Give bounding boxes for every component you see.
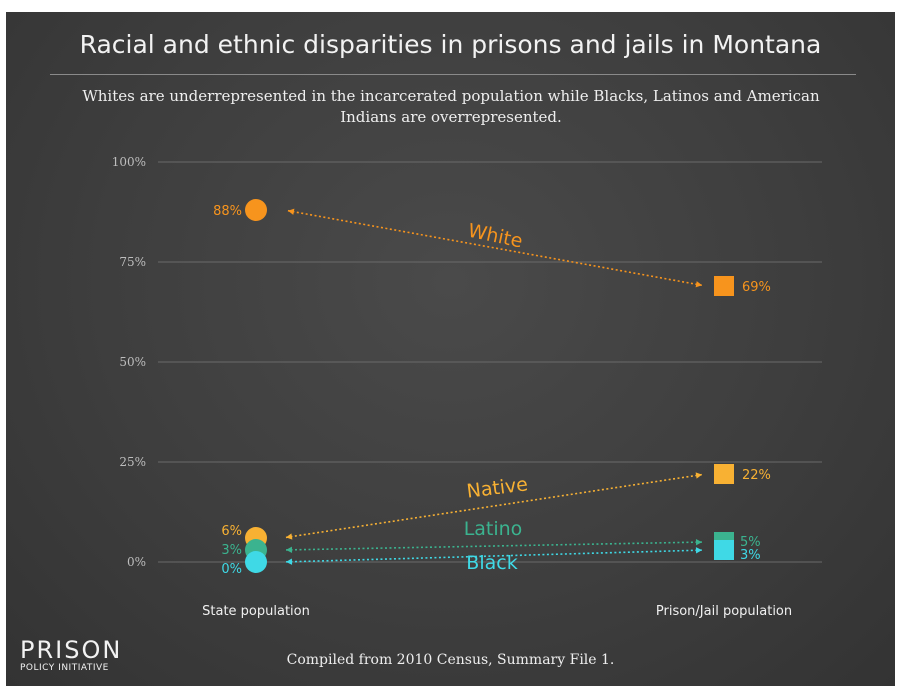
connector-latino	[285, 538, 703, 554]
y-tick-label-50: 50%	[119, 355, 146, 369]
connector-native-arrowhead-left	[285, 533, 293, 540]
state-value-label-native: 6%	[221, 524, 242, 539]
connector-black	[285, 547, 703, 565]
state-value-label-white: 88%	[213, 204, 242, 219]
y-axis-ticks: 100% 75% 50% 25% 0%	[112, 155, 146, 569]
state-point-white	[245, 199, 267, 221]
prison-point-white	[714, 276, 734, 296]
state-value-label-black: 0%	[221, 562, 242, 577]
prison-value-label-white: 69%	[742, 280, 771, 295]
title-divider	[50, 74, 856, 75]
prison-value-label-latino: 5%	[740, 535, 761, 550]
grid-lines	[158, 161, 822, 563]
connector-lines	[285, 208, 703, 565]
state-value-label-latino: 3%	[221, 543, 242, 558]
series-name-black: Black	[466, 552, 517, 574]
connector-native	[285, 472, 703, 540]
chart-title: Racial and ethnic disparities in prisons…	[79, 30, 822, 59]
connector-latino-line	[285, 541, 703, 551]
chart-frame: Racial and ethnic disparities in prisons…	[6, 12, 895, 686]
connector-latino-arrowhead-left	[285, 546, 293, 554]
state-point-black	[245, 551, 267, 573]
data-labels: 88%69%White6%22%Native3%5%Latino0%3%Blac…	[213, 204, 771, 577]
connector-white-line	[287, 209, 703, 287]
connector-native-arrowhead-right	[695, 472, 703, 479]
chart-plot: 100% 75% 50% 25% 0% 88% 69% White 6% 22% Native 3%…	[112, 155, 822, 619]
data-marks	[245, 199, 734, 573]
series-name-latino: Latino	[464, 518, 523, 540]
connector-black-line	[285, 549, 703, 563]
prison-value-label-black: 3%	[740, 548, 761, 563]
series-name-native: Native	[465, 473, 529, 502]
logo-line-2: POLICY INITIATIVE	[20, 663, 109, 673]
connector-white-arrowhead-left	[287, 208, 295, 215]
prison-point-black	[714, 540, 734, 560]
y-tick-label-75: 75%	[119, 255, 146, 269]
connector-latino-arrowhead-right	[695, 538, 703, 546]
x-category-prison-jail-population: Prison/Jail population	[656, 604, 792, 619]
logo-line-1: PRISON	[20, 636, 123, 664]
connector-black-arrowhead-left	[285, 558, 293, 565]
prison-value-label-native: 22%	[742, 468, 771, 483]
connector-black-arrowhead-right	[695, 547, 703, 554]
connector-white	[287, 208, 703, 288]
y-tick-label-100: 100%	[112, 155, 146, 169]
y-tick-label-0: 0%	[127, 555, 146, 569]
chart-subtitle: Whites are underrepresented in the incar…	[82, 87, 820, 126]
x-category-state-population: State population	[202, 604, 310, 619]
prison-point-native	[714, 464, 734, 484]
source-note: Compiled from 2010 Census, Summary File …	[286, 652, 615, 668]
connector-white-arrowhead-right	[695, 281, 703, 288]
series-name-white: White	[466, 220, 525, 253]
prison-policy-initiative-logo: PRISON POLICY INITIATIVE	[20, 638, 122, 674]
x-axis-categories: State population Prison/Jail population	[202, 604, 792, 619]
y-tick-label-25: 25%	[119, 455, 146, 469]
